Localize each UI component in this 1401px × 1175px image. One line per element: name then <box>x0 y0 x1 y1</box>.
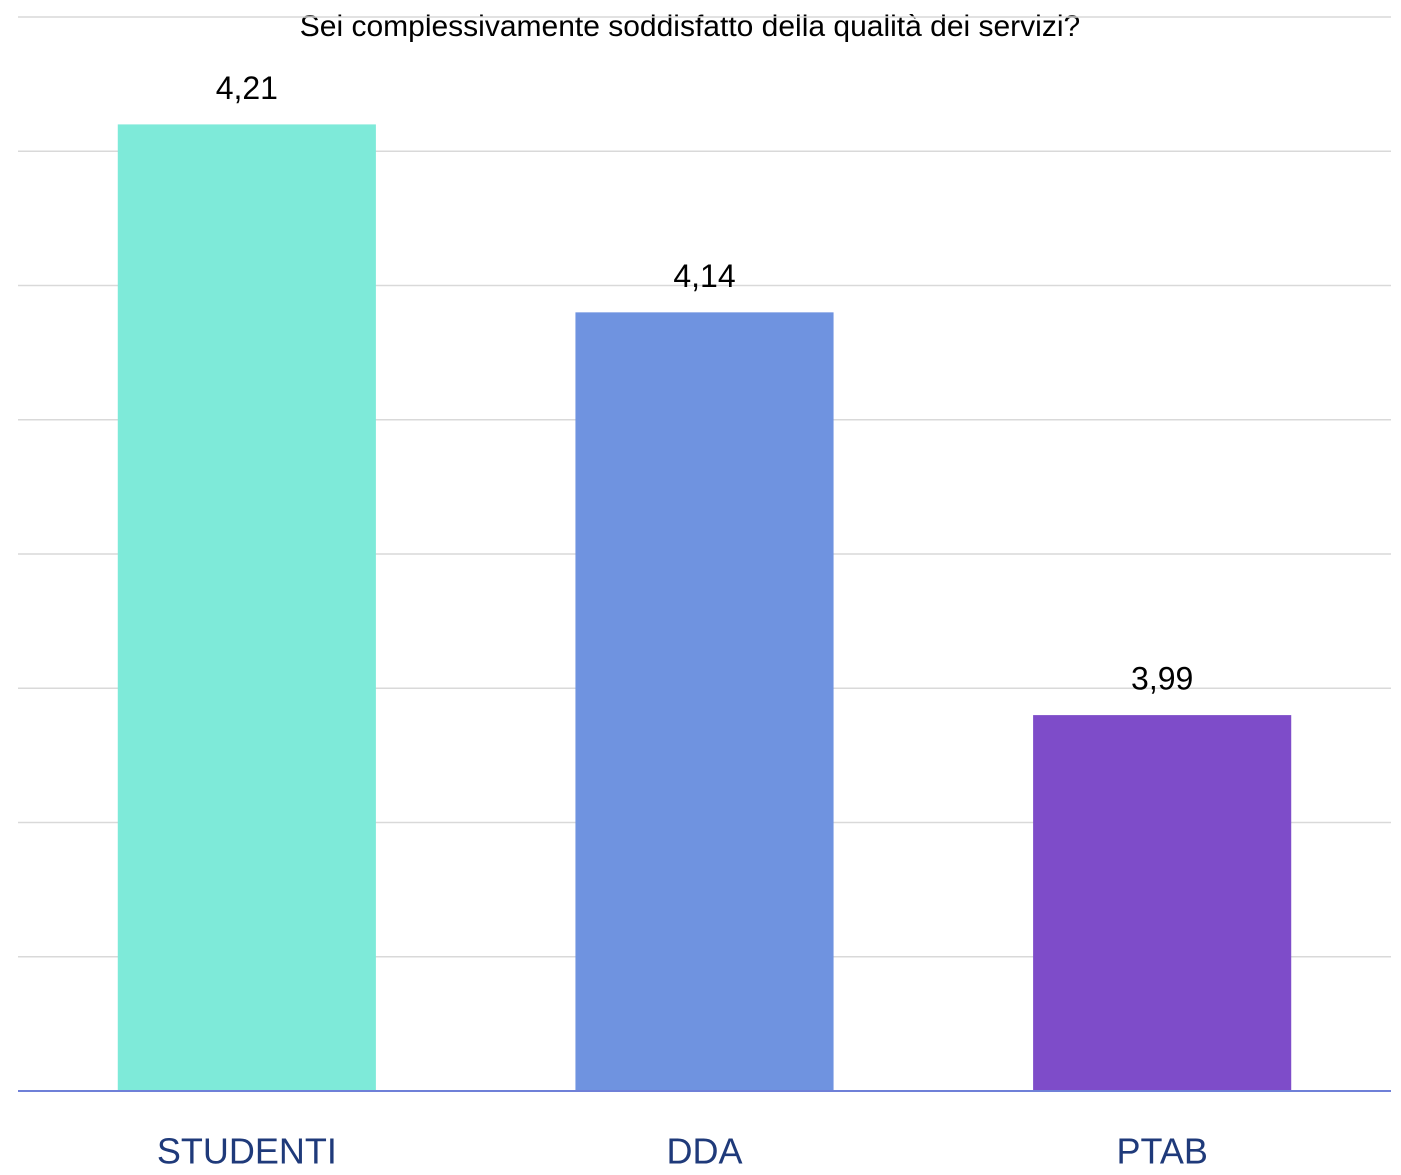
data-label: 4,21 <box>216 70 278 106</box>
bar <box>1033 715 1292 1091</box>
bar <box>117 124 376 1091</box>
x-tick-label: STUDENTI <box>157 1131 337 1172</box>
data-label: 4,14 <box>673 258 735 294</box>
x-tick-label: DDA <box>666 1131 742 1172</box>
data-label: 3,99 <box>1131 661 1193 697</box>
bar <box>575 312 834 1092</box>
x-tick-label: PTAB <box>1116 1131 1207 1172</box>
chart-title: Sei complessivamente soddisfatto della q… <box>300 10 1080 43</box>
